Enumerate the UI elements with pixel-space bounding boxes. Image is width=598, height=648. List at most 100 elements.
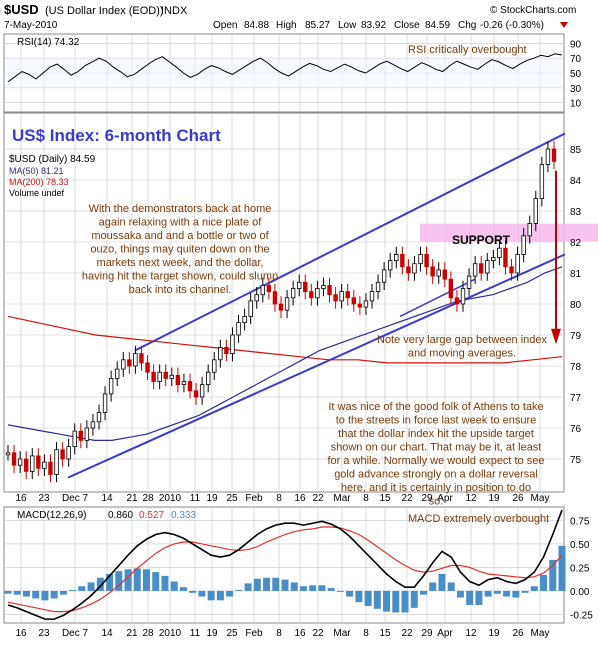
macd-histogram-bar (235, 589, 243, 591)
rsi-y-tick-label: 10 (570, 99, 582, 110)
price-x-tick-label: 25 (226, 493, 238, 504)
macd-histogram-bar (355, 590, 363, 603)
macd-x-tick-label: 2010 (159, 628, 182, 639)
macd-histogram-bar (4, 590, 12, 594)
price-bar (187, 381, 193, 392)
price-bar (472, 263, 478, 277)
macd-line (7, 509, 563, 620)
macd-histogram-bar (170, 581, 178, 591)
price-x-tick-label: Apr (437, 493, 453, 504)
price-bar (260, 284, 265, 296)
macd-histogram-bar (87, 582, 95, 591)
price-bar (157, 371, 162, 382)
macd-histogram-bar (133, 568, 141, 591)
price-bar (345, 291, 350, 299)
macd-histogram-bar (540, 574, 548, 591)
legend-volume: Volume undef (9, 188, 65, 198)
macd-histogram-bar (216, 590, 224, 601)
macd-x-tick-label: 19 (488, 628, 500, 639)
macd-histogram-bar (22, 590, 30, 597)
price-bar (193, 390, 199, 398)
price-y-tick-label: 79 (570, 331, 582, 342)
price-bar (36, 455, 41, 469)
channel-lower-line (67, 253, 566, 479)
price-bar (485, 260, 490, 274)
price-bar (466, 275, 472, 289)
macd-histogram-bar (420, 590, 427, 595)
price-bar (272, 291, 278, 305)
price-bar (369, 291, 375, 302)
rsi-y-tick-label: 70 (570, 54, 582, 65)
legend-ma50: MA(50) 81.21 (9, 166, 64, 176)
price-bar (321, 284, 326, 289)
macd-histogram-bar (161, 575, 169, 591)
macd-histogram-bar (521, 590, 529, 593)
price-bar (296, 281, 302, 289)
rsi-y-tick-label: 30 (570, 84, 582, 95)
header-low-label: Low (338, 20, 357, 31)
price-y-tick-label: 83 (570, 207, 582, 218)
price-bar (90, 421, 96, 429)
macd-histogram-bar (124, 569, 132, 591)
price-bar (460, 288, 466, 305)
price-bar (96, 412, 102, 423)
annotation-line: With the demonstrators back at home (89, 203, 272, 215)
price-x-tick-label: 22 (312, 493, 324, 504)
price-y-tick-label: 82 (570, 238, 582, 249)
price-x-tick-label: 23 (38, 493, 50, 504)
macd-x-tick-label: Feb (245, 628, 263, 639)
macd-histogram-bar (207, 590, 215, 601)
price-bar (400, 253, 405, 268)
macd-x-tick-label: 15 (379, 628, 391, 639)
price-bar (509, 266, 514, 274)
price-bar (5, 452, 11, 456)
macd-histogram-bar (549, 559, 557, 591)
price-bar (278, 303, 284, 311)
price-bar (133, 353, 138, 367)
macd-histogram-bar (179, 587, 187, 591)
rsi-annotation: RSI critically overbought (408, 44, 527, 56)
annotation-line: having hit the target shown, could slump (82, 271, 278, 283)
price-bar (503, 247, 508, 268)
annotation-line: It was nice of the good folk of Athens t… (328, 401, 543, 413)
price-bar (333, 294, 338, 302)
macd-x-tick-label: 22 (401, 628, 413, 639)
price-bar (108, 377, 114, 395)
macd-x-tick-label: Dec 7 (62, 628, 89, 639)
price-x-tick-label: 19 (206, 493, 218, 504)
price-x-tick-label: Feb (245, 493, 263, 504)
macd-title: MACD(12,26,9) (17, 510, 86, 521)
price-bar (406, 266, 411, 274)
macd-y-tick-label: 0.00 (570, 587, 590, 598)
annotation-line: gold advance strongly on a dollar revers… (334, 469, 538, 481)
price-bar (315, 288, 320, 299)
price-y-tick-label: 81 (570, 269, 582, 280)
price-bar (60, 449, 65, 460)
legend-ma200: MA(200) 78.33 (9, 177, 69, 187)
price-bar (309, 291, 314, 299)
header-close-label: Close (394, 20, 420, 31)
price-bar (357, 303, 363, 308)
header-close-value: 84.59 (425, 20, 450, 31)
price-bar (412, 263, 417, 274)
price-x-tick-label: 8 (363, 493, 369, 504)
price-y-tick-label: 75 (570, 455, 582, 466)
macd-histogram-bar (106, 573, 114, 591)
header-open-value: 84.88 (244, 20, 269, 31)
macd-histogram-bar (281, 579, 289, 591)
macd-x-tick-label: 16 (294, 628, 306, 639)
macd-x-tick-label: 19 (206, 628, 218, 639)
price-panel (3, 112, 565, 493)
price-bar (491, 257, 496, 261)
price-bar (236, 322, 241, 336)
support-band (420, 223, 598, 242)
annotation-gap: Note very large gap between index and mov… (377, 334, 547, 360)
header-name: (US Dollar Index (EOD)) (45, 5, 164, 17)
macd-histogram-bar (59, 590, 67, 595)
macd-x-tick-label: 29 (421, 628, 433, 639)
macd-x-tick-label: 26 (512, 628, 524, 639)
macd-value: 0.860 (108, 510, 133, 521)
macd-histogram-bar (466, 590, 474, 606)
price-y-tick-label: 85 (570, 145, 582, 156)
